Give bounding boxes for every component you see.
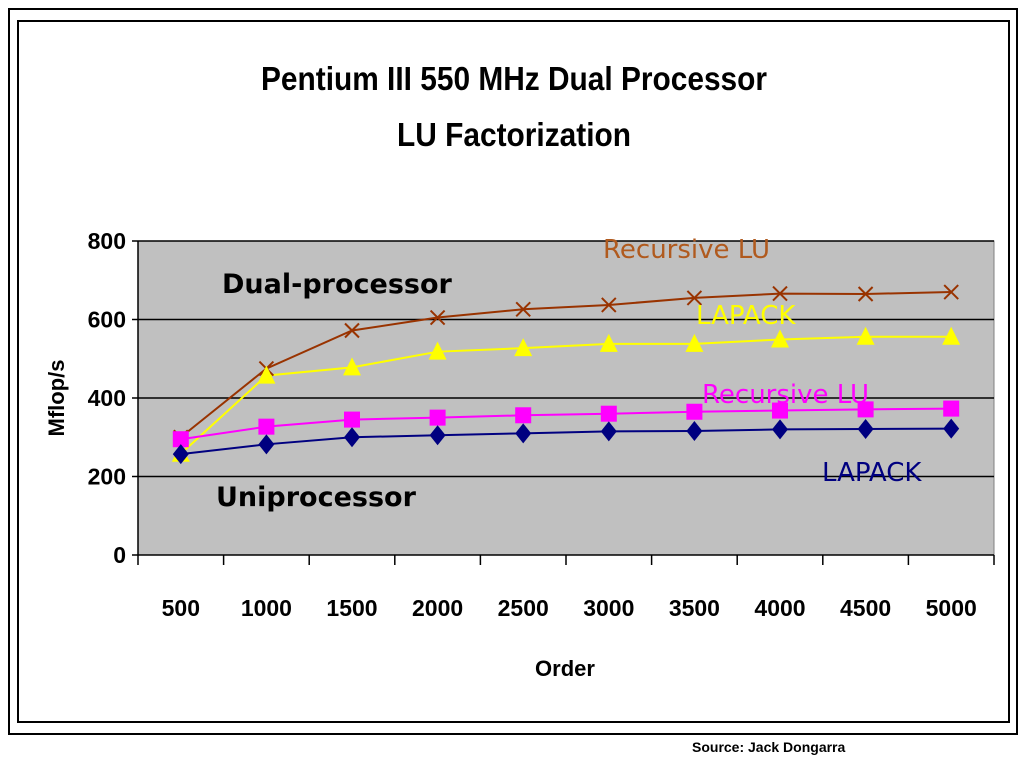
chart-title-line-2: LU Factorization	[397, 116, 631, 153]
y-tick-label: 800	[88, 228, 126, 254]
data-point	[772, 402, 788, 419]
data-point	[600, 421, 617, 442]
data-point	[429, 409, 446, 426]
outer-frame	[8, 8, 1018, 735]
data-point	[857, 286, 874, 302]
x-tick-label: 2000	[412, 595, 463, 621]
data-point	[686, 403, 703, 420]
x-tick-label: 3500	[669, 595, 720, 621]
data-point	[943, 284, 959, 300]
uni-lapack-label: LAPACK	[822, 458, 922, 488]
dual-recursive-lu-label: Recursive LU	[603, 235, 770, 265]
data-point	[601, 297, 617, 313]
data-point	[257, 365, 276, 384]
x-tick-label: 4500	[840, 595, 891, 621]
data-point	[857, 401, 874, 418]
data-point	[600, 405, 617, 422]
uni-recursive-lu-label: Recursive LU	[702, 380, 869, 410]
data-point	[857, 419, 874, 440]
dual-lapack-label: LAPACK	[696, 301, 796, 331]
x-tick-label: 500	[162, 595, 200, 621]
series-line	[180, 407, 952, 441]
data-point	[942, 326, 961, 345]
data-point	[429, 309, 446, 326]
data-point	[943, 400, 960, 417]
data-point	[428, 341, 447, 360]
data-point	[686, 290, 703, 306]
y-tick-label: 200	[88, 464, 126, 490]
x-tick-label: 5000	[926, 595, 977, 621]
data-point	[772, 419, 788, 440]
data-point	[686, 420, 703, 441]
data-point	[515, 423, 532, 444]
chart-title-line-1: Pentium III 550 MHz Dual Processor	[261, 60, 767, 97]
data-point	[343, 357, 361, 376]
data-point	[943, 418, 960, 439]
data-point	[515, 407, 532, 424]
x-tick-label: 4000	[754, 595, 805, 621]
x-tick-label: 2500	[498, 595, 549, 621]
series-line	[180, 335, 952, 455]
data-point	[172, 431, 189, 448]
uniprocessor-label: Uniprocessor	[216, 482, 417, 513]
data-point	[429, 425, 446, 446]
x-axis-label: Order	[535, 656, 595, 681]
y-axis-label: Mflop/s	[44, 360, 69, 437]
data-point	[344, 427, 360, 448]
y-tick-label: 400	[88, 385, 126, 411]
source-credit: Source: Jack Dongarra	[692, 739, 846, 755]
y-tick-label: 600	[88, 307, 126, 333]
dual-processor-label: Dual-processor	[222, 269, 453, 300]
x-tick-label: 3000	[583, 595, 634, 621]
x-tick-label: 1000	[241, 595, 292, 621]
data-point	[514, 338, 533, 357]
x-tick-label: 1500	[326, 595, 377, 621]
data-point	[344, 411, 360, 428]
data-point	[258, 418, 275, 435]
chart-frame	[17, 20, 1010, 723]
series-line	[180, 427, 952, 456]
series-line	[180, 291, 952, 439]
data-point	[771, 329, 789, 348]
data-point	[685, 333, 704, 352]
data-point	[258, 434, 275, 455]
data-point	[856, 326, 875, 345]
data-point	[344, 322, 360, 339]
y-tick-label: 0	[113, 542, 126, 568]
data-point	[515, 301, 531, 318]
data-point	[772, 285, 788, 302]
data-point	[599, 333, 618, 352]
data-point	[172, 444, 189, 465]
